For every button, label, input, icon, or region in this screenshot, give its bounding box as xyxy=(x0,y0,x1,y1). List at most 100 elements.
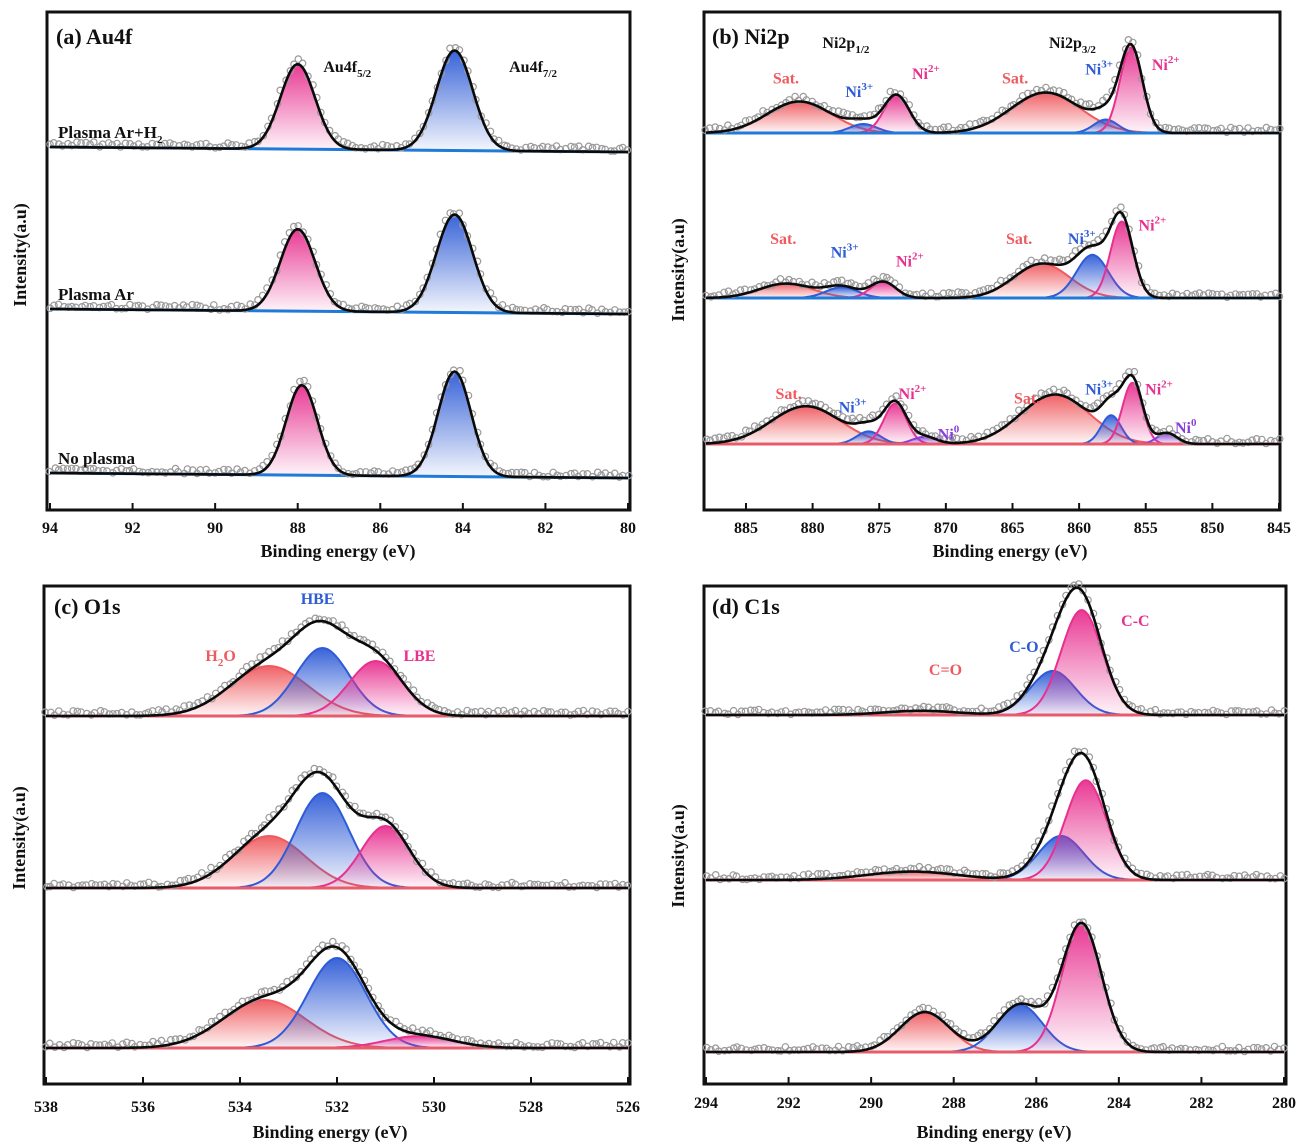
panel-d-xlabel: Binding energy (eV) xyxy=(917,1122,1072,1143)
raw-data-point xyxy=(817,870,826,878)
raw-data-point xyxy=(73,138,81,146)
fit-envelope xyxy=(46,619,628,718)
raw-data-point xyxy=(446,44,454,53)
fit-envelope xyxy=(705,42,1279,135)
raw-data-point xyxy=(54,707,63,715)
panel-d-spectrum-0 xyxy=(701,580,1289,719)
raw-data-point xyxy=(357,144,365,152)
raw-data-point xyxy=(1218,874,1227,883)
peak-fill-ni3 xyxy=(809,124,917,133)
raw-data-point xyxy=(711,123,720,131)
peak-fill-ni0 xyxy=(876,436,973,444)
peak-annotation: Sat. xyxy=(1002,71,1028,88)
peak-annotation: C=O xyxy=(929,662,962,679)
raw-data-point xyxy=(1093,399,1102,408)
fit-envelope xyxy=(50,49,628,154)
raw-data-point xyxy=(618,1039,627,1047)
raw-data-point xyxy=(96,706,105,715)
raw-data-point xyxy=(1046,87,1055,96)
peak-annotation: C-C xyxy=(1121,613,1149,630)
raw-data-point xyxy=(834,1042,843,1051)
raw-data-point xyxy=(561,1042,570,1051)
panel-d-xtick-label: 286 xyxy=(1024,1095,1048,1112)
raw-data-point xyxy=(1070,747,1079,756)
panel-a-xtick-label: 82 xyxy=(537,520,553,537)
peak-annotation: Ni0 xyxy=(938,424,960,444)
raw-data-point xyxy=(107,300,116,309)
raw-data-point xyxy=(996,869,1005,877)
panel-c-o1s: (c) O1s Binding energy (eV) Intensity(a.… xyxy=(9,584,640,1143)
raw-data-point xyxy=(583,710,591,719)
raw-data-point xyxy=(208,694,216,703)
panel-a-spectrum-1 xyxy=(46,209,633,318)
peak-annotation: Ni3+ xyxy=(831,242,859,262)
raw-data-point xyxy=(746,706,755,715)
raw-data-point xyxy=(1041,999,1049,1008)
raw-data-point xyxy=(237,142,246,151)
fit-envelope xyxy=(706,210,1279,300)
raw-data-point xyxy=(211,469,219,477)
raw-data-point xyxy=(283,637,292,646)
peak-fill-sat xyxy=(706,101,928,133)
raw-data-point xyxy=(1042,83,1050,92)
raw-data-point xyxy=(81,464,90,473)
raw-data-point xyxy=(535,471,543,480)
peak-annotation: Ni2+ xyxy=(1152,54,1180,74)
peak-fill-au4f72 xyxy=(381,50,528,152)
raw-data-point xyxy=(117,464,126,473)
peak-fill-cc xyxy=(1003,780,1169,880)
raw-data-point xyxy=(1037,389,1046,398)
raw-data-point xyxy=(1262,123,1271,132)
raw-data-point xyxy=(338,621,346,629)
raw-data-point xyxy=(148,707,157,715)
raw-data-point xyxy=(944,123,953,131)
raw-data-point xyxy=(720,709,729,718)
raw-data-point xyxy=(203,693,212,701)
panel-c-xlabel: Binding energy (eV) xyxy=(253,1122,408,1143)
peak-annotation: Ni3+ xyxy=(1085,379,1113,399)
raw-data-point xyxy=(596,1038,605,1047)
raw-data-point xyxy=(330,297,339,306)
peak-fill-ni2 xyxy=(1085,47,1177,133)
raw-data-point xyxy=(720,288,728,297)
peak-annotation: Ni0 xyxy=(1175,417,1197,437)
raw-data-point xyxy=(1258,435,1266,444)
panel-b-xtick-label: 850 xyxy=(1200,520,1224,537)
raw-data-point xyxy=(900,96,908,105)
raw-data-point xyxy=(791,92,799,101)
raw-data-point xyxy=(977,704,986,713)
raw-data-point xyxy=(943,865,951,873)
raw-data-point xyxy=(1049,385,1058,394)
raw-data-point xyxy=(538,142,547,151)
peak-fill-co xyxy=(730,871,1095,880)
raw-data-point xyxy=(839,871,847,880)
peak-fill-sat xyxy=(706,283,893,298)
raw-data-point xyxy=(141,1041,149,1050)
panel-c-xtick-label: 536 xyxy=(131,1099,155,1116)
raw-data-point xyxy=(1252,434,1261,443)
raw-data-point xyxy=(725,1046,734,1055)
raw-data-point xyxy=(917,122,926,130)
peak-fill-h2o xyxy=(123,836,415,888)
panel-b-xlabel: Binding energy (eV) xyxy=(933,541,1088,562)
raw-data-point xyxy=(370,467,379,475)
raw-data-point xyxy=(204,871,212,880)
raw-data-point xyxy=(999,701,1008,709)
fit-envelope xyxy=(705,373,1279,446)
raw-data-point xyxy=(149,1037,157,1046)
peak-fill-au4f72 xyxy=(388,371,521,478)
raw-data-point xyxy=(723,432,732,441)
raw-data-point xyxy=(517,882,526,891)
raw-data-point xyxy=(463,706,472,715)
peak-annotation: HBE xyxy=(301,591,335,608)
panel-a-frame xyxy=(45,10,632,512)
raw-data-point xyxy=(945,865,954,874)
raw-data-point xyxy=(220,304,228,313)
panel-c-spectrum-1 xyxy=(43,764,632,892)
raw-data-point xyxy=(702,291,710,300)
raw-data-point xyxy=(606,707,614,716)
raw-data-point xyxy=(1060,88,1068,97)
raw-data-point xyxy=(772,874,781,882)
raw-data-point xyxy=(939,123,948,132)
